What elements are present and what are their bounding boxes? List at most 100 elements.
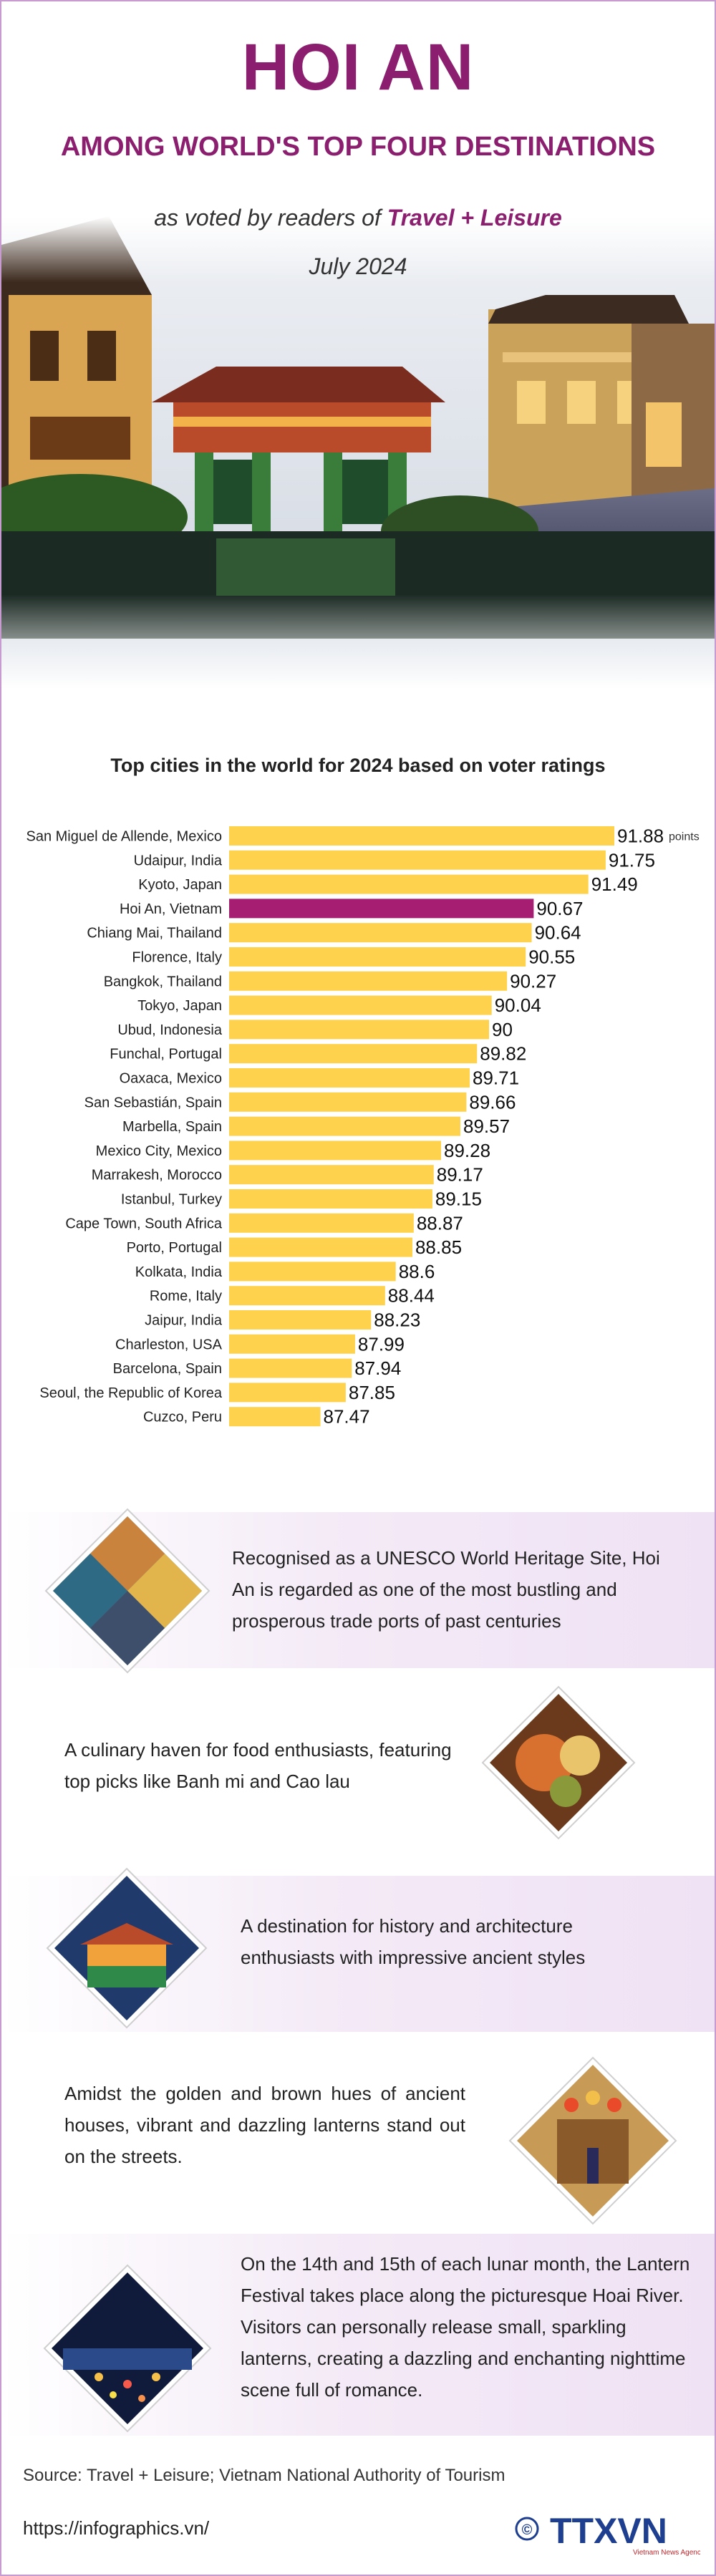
survey-date: July 2024 [309,253,407,279]
value-label-24: 87.47 [324,1406,370,1428]
category-label-6: Bangkok, Thailand [104,974,222,989]
category-label-8: Ubud, Indonesia [117,1022,223,1038]
value-label-16: 88.87 [417,1212,463,1234]
feature-panel-festival: On the 14th and 15th of each lunar month… [1,2234,715,2436]
agency-name: Vietnam News Agency [633,2549,700,2557]
category-label-16: Cape Town, South Africa [65,1216,223,1231]
category-label-15: Istanbul, Turkey [121,1192,222,1208]
value-label-0: 91.88 [617,825,664,847]
category-label-10: Oaxaca, Mexico [120,1071,222,1087]
value-label-18: 88.6 [399,1261,435,1282]
river-night-photo-icon [42,2262,213,2434]
bar-21 [229,1334,355,1354]
category-label-11: San Sebastián, Spain [84,1095,222,1110]
bar-10 [229,1068,470,1088]
value-label-13: 89.28 [444,1140,490,1161]
value-label-2: 91.49 [591,873,638,895]
value-label-9: 89.82 [480,1043,526,1065]
value-label-4: 90.64 [535,922,581,944]
bar-13 [229,1141,441,1161]
bar-1 [229,850,606,870]
bar-15 [229,1189,432,1209]
bar-5 [229,947,526,967]
category-label-17: Porto, Portugal [127,1240,222,1256]
bar-8 [229,1020,490,1040]
bar-6 [229,971,508,991]
value-label-20: 88.23 [374,1309,420,1331]
category-label-21: Charleston, USA [115,1337,223,1352]
feature-panel-lanterns: Amidst the golden and brown hues of anci… [1,2055,715,2225]
category-label-12: Marbella, Spain [122,1119,222,1135]
feature-text-culinary: A culinary haven for food enthusiasts, f… [64,1739,452,1792]
bar-14 [229,1165,434,1185]
site-url[interactable]: https://infographics.vn/ [23,2517,210,2539]
chart-title: Top cities in the world for 2024 based o… [110,755,606,776]
category-label-20: Jaipur, India [145,1313,223,1329]
copyright-mark: © [522,2522,533,2538]
old-town-photo-icon [43,1506,212,1675]
bar-4 [229,923,532,943]
bar-23 [229,1383,346,1403]
bar-0 [229,826,614,846]
bar-11 [229,1092,467,1112]
value-label-8: 90 [492,1019,513,1040]
logo-wordmark: TTXVN [550,2511,667,2551]
source-note: Source: Travel + Leisure; Vietnam Nation… [23,2466,505,2485]
value-label-3: 90.67 [536,898,583,919]
voted-prefix: as voted by readers of [154,205,381,231]
value-label-6: 90.27 [510,970,556,992]
food-photo-icon [480,1684,637,1841]
value-label-23: 87.85 [349,1382,395,1403]
hero-photo [1,216,715,689]
value-label-1: 91.75 [609,849,655,871]
category-label-1: Udaipur, India [134,853,223,868]
bar-22 [229,1358,352,1378]
value-label-14: 89.17 [437,1164,483,1186]
value-label-12: 89.57 [463,1115,510,1137]
page-subtitle: AMONG WORLD'S TOP FOUR DESTINATIONS [60,132,656,162]
category-label-7: Tokyo, Japan [137,998,222,1014]
value-label-10: 89.71 [473,1067,519,1089]
category-label-5: Florence, Italy [132,950,222,966]
bridge-photo-icon [44,1866,209,2030]
voted-line: as voted by readers of Travel + Leisure [1,205,715,231]
feature-text-architecture: A destination for history and architectu… [241,1915,586,1968]
category-label-3: Hoi An, Vietnam [120,901,222,917]
feature-panel-architecture: A destination for history and architectu… [1,1867,715,2032]
value-label-15: 89.15 [435,1188,482,1210]
bar-18 [229,1262,396,1282]
bar-2 [229,874,589,894]
lantern-street-photo-icon [507,2055,679,2227]
category-label-13: Mexico City, Mexico [96,1143,222,1159]
bar-20 [229,1310,372,1330]
feature-panel-heritage: Recognised as a UNESCO World Heritage Si… [1,1508,715,1674]
value-label-17: 88.85 [415,1236,462,1258]
bar-19 [229,1286,385,1306]
category-label-18: Kolkata, India [135,1264,223,1280]
value-label-5: 90.55 [528,946,575,968]
bar-12 [229,1116,460,1136]
feature-text-lanterns: Amidst the golden and brown hues of anci… [64,2083,465,2167]
value-label-19: 88.44 [388,1285,435,1307]
value-label-11: 89.66 [469,1091,516,1113]
category-label-9: Funchal, Portugal [110,1047,222,1062]
bar-16 [229,1213,414,1233]
category-label-2: Kyoto, Japan [138,877,222,893]
value-label-7: 90.04 [495,994,541,1016]
bar-17 [229,1237,412,1257]
bar-3 [229,899,534,919]
feature-panel-culinary: A culinary haven for food enthusiasts, f… [1,1684,715,1840]
bar-9 [229,1044,478,1064]
category-label-19: Rome, Italy [150,1289,222,1304]
unit-label: points [669,831,700,843]
ratings-bar-chart: San Miguel de Allende, Mexico 91.88 points… [26,825,700,1428]
category-label-4: Chiang Mai, Thailand [87,926,222,941]
value-label-22: 87.94 [354,1357,401,1379]
page-title: HOI AN [241,31,475,104]
bar-24 [229,1407,321,1427]
category-label-23: Seoul, the Republic of Korea [39,1385,222,1401]
magazine-name: Travel + Leisure [387,205,562,231]
category-label-24: Cuzco, Peru [143,1410,222,1425]
ttxvn-logo: © TTXVN Vietnam News Agency [515,2511,700,2557]
bar-7 [229,995,492,1015]
